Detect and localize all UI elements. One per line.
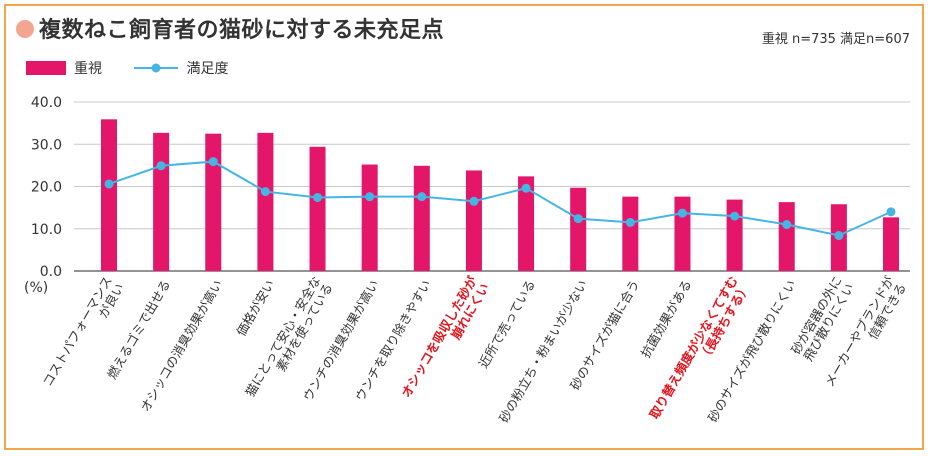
category-label-line: 砂の粉立ち・粉まいが少ない xyxy=(496,277,590,425)
category-label: 取り替え頻度が少なくてすむ（長持ちする） xyxy=(647,274,753,422)
bar-importance xyxy=(465,170,482,271)
bar-importance xyxy=(153,132,170,271)
bar-importance xyxy=(309,146,326,271)
bar-importance xyxy=(361,164,378,271)
bar-importance xyxy=(205,133,222,271)
satisfaction-point xyxy=(313,192,323,202)
legend-item-importance: 重視 xyxy=(26,58,102,78)
bar-importance xyxy=(674,196,691,271)
satisfaction-point xyxy=(417,192,427,202)
category-label-line: コストパフォーマンス xyxy=(40,274,115,390)
category-label: 砂の粉立ち・粉まいが少ない xyxy=(496,277,590,425)
satisfaction-point xyxy=(782,220,792,230)
legend-line-swatch-icon xyxy=(134,63,179,73)
legend-label-satisfaction: 満足度 xyxy=(186,61,229,77)
bar-importance xyxy=(622,196,639,271)
bar-importance xyxy=(518,176,535,271)
category-label: 価格が安い xyxy=(233,277,277,339)
bar-importance xyxy=(101,119,117,271)
category-label-line: 価格が安い xyxy=(233,277,277,339)
satisfaction-point xyxy=(260,187,270,197)
y-tick-label: 40.0 xyxy=(31,95,62,111)
y-tick-label: 20.0 xyxy=(31,180,62,196)
satisfaction-point xyxy=(469,196,479,206)
legend-label-importance: 重視 xyxy=(74,61,102,77)
legend: 重視 満足度 xyxy=(26,58,256,79)
y-tick-label: 30.0 xyxy=(31,137,62,153)
y-tick-label: 10.0 xyxy=(31,222,62,238)
satisfaction-point xyxy=(365,192,375,202)
bar-importance xyxy=(778,202,795,271)
bar-importance xyxy=(570,187,587,271)
bar-importance xyxy=(726,199,743,271)
y-unit-label: (%) xyxy=(24,280,48,296)
satisfaction-point xyxy=(730,211,740,221)
satisfaction-point xyxy=(625,217,635,227)
bar-importance xyxy=(257,132,274,271)
satisfaction-point xyxy=(104,179,114,189)
sample-size-note: 重視 n=735 満足n=607 xyxy=(761,32,910,47)
legend-bar-swatch-icon xyxy=(26,61,66,75)
category-label-line: オシッコを吸収した砂が xyxy=(398,273,480,400)
satisfaction-line xyxy=(108,160,892,237)
satisfaction-point xyxy=(156,161,166,171)
satisfaction-point xyxy=(886,207,896,217)
satisfaction-point xyxy=(834,231,844,241)
satisfaction-point xyxy=(677,208,687,218)
bar-importance xyxy=(413,165,430,271)
title-bullet-icon xyxy=(16,20,34,38)
legend-item-satisfaction: 満足度 xyxy=(134,58,228,78)
y-tick-label: 0.0 xyxy=(40,264,62,280)
satisfaction-point xyxy=(521,183,531,193)
satisfaction-point xyxy=(573,214,583,224)
chart-title: 複数ねこ飼育者の猫砂に対する未充足点 xyxy=(39,18,445,43)
satisfaction-point xyxy=(208,157,218,167)
bar-importance xyxy=(883,217,899,271)
